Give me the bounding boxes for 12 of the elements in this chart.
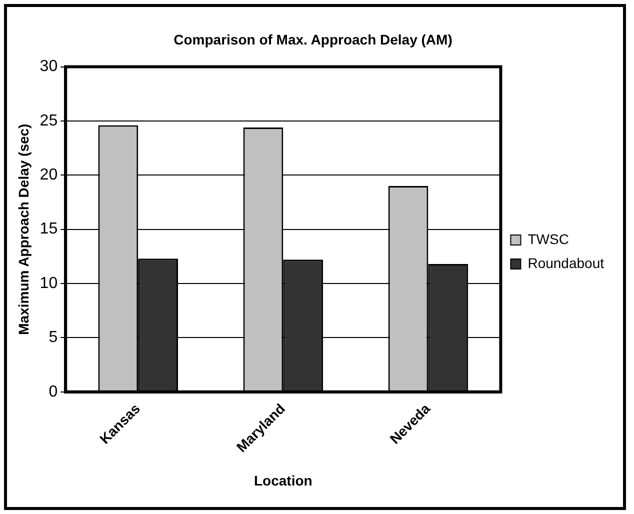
y-tick-label: 25 xyxy=(40,112,58,130)
chart-title: Comparison of Max. Approach Delay (AM) xyxy=(174,31,452,48)
y-tick-label: 30 xyxy=(40,58,58,76)
legend-label: Roundabout xyxy=(528,254,604,271)
x-axis-title: Location xyxy=(254,472,312,488)
y-tick-label: 15 xyxy=(40,220,58,238)
y-tick-label: 5 xyxy=(48,329,58,346)
y-tick-label: 20 xyxy=(40,166,58,184)
legend-label: TWSC xyxy=(528,230,569,247)
y-tick-label: 10 xyxy=(40,274,58,292)
y-axis-title: Maximum Approach Delay (sec) xyxy=(15,124,32,335)
y-tick-label: 0 xyxy=(48,383,58,400)
